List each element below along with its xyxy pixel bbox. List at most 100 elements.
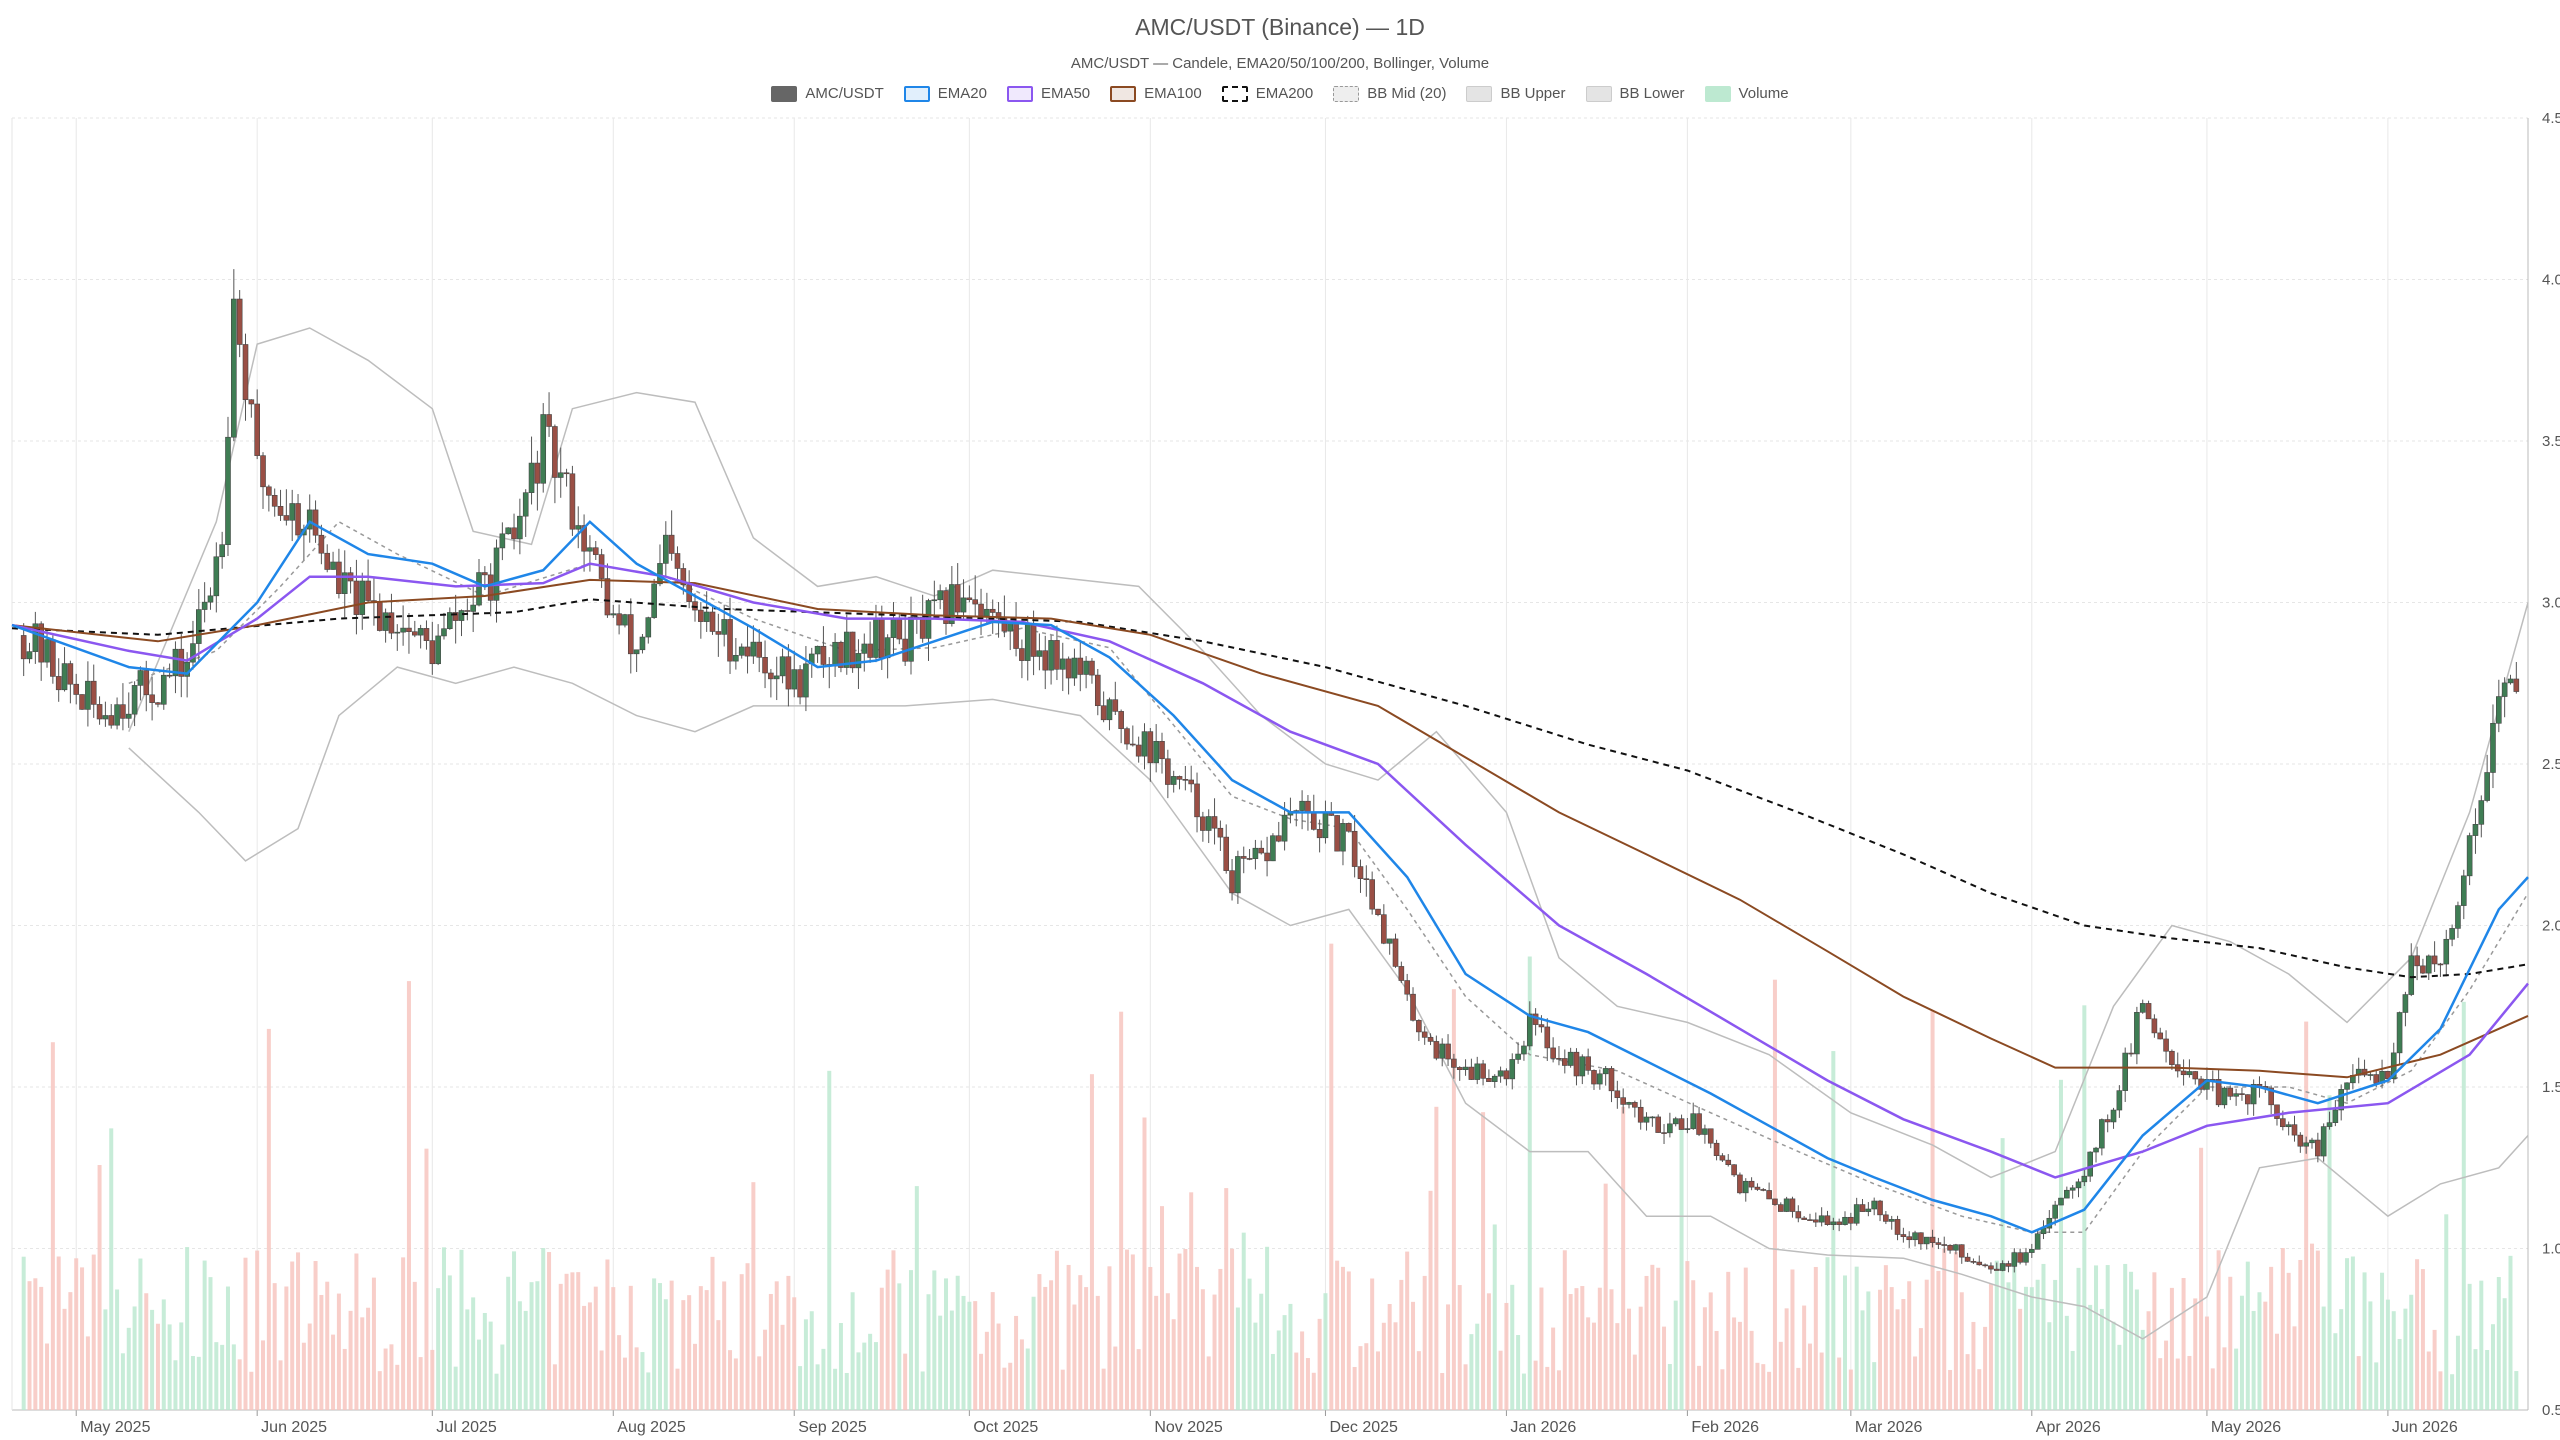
volume-bar xyxy=(1440,1373,1445,1410)
volume-bar xyxy=(319,1294,324,1410)
candle-body xyxy=(2110,1109,2117,1123)
x-tick-label: May 2025 xyxy=(80,1419,150,1436)
candle-body xyxy=(1305,800,1311,813)
volume-bar xyxy=(1988,1283,1993,1410)
legend-item-bb-mid-20[interactable]: BB Mid (20) xyxy=(1333,85,1446,102)
candle-body xyxy=(26,651,33,660)
volume-bar xyxy=(1697,1365,1702,1410)
candle-body xyxy=(1713,1142,1720,1156)
volume-bar xyxy=(1399,1279,1404,1410)
legend-label: AMC/USDT xyxy=(805,85,884,102)
candle-body xyxy=(873,617,879,658)
candle-body xyxy=(1165,758,1171,785)
legend-item-bb-lower[interactable]: BB Lower xyxy=(1585,85,1685,102)
volume-bar xyxy=(331,1334,336,1410)
candle-body xyxy=(2490,722,2496,773)
candle-body xyxy=(779,656,786,677)
candle-body xyxy=(1526,1013,1533,1047)
y-tick-label: 3.5 xyxy=(2542,433,2560,450)
volume-bar xyxy=(2058,1079,2063,1410)
candle-body xyxy=(668,534,675,554)
candle-body xyxy=(108,715,115,726)
candle-body xyxy=(633,649,640,655)
volume-bar xyxy=(844,1372,849,1410)
candle-body xyxy=(791,669,798,690)
volume-bar xyxy=(2140,1329,2145,1410)
candle-body xyxy=(1030,622,1037,657)
candle-body xyxy=(2157,1032,2164,1040)
candle-body xyxy=(937,590,943,601)
candle-body xyxy=(2507,678,2514,684)
volume-bar xyxy=(371,1277,376,1410)
legend-item-ema50[interactable]: EMA50 xyxy=(1006,85,1090,102)
candle-body xyxy=(1585,1056,1591,1071)
volume-bar xyxy=(523,1310,528,1410)
volume-bar xyxy=(21,1256,26,1410)
candle-body xyxy=(2268,1087,2274,1106)
volume-bar xyxy=(2023,1286,2028,1410)
candle-body xyxy=(2005,1263,2012,1267)
volume-bar xyxy=(739,1274,744,1410)
candle-body xyxy=(610,613,617,616)
candle-body xyxy=(476,572,482,606)
legend-item-volume[interactable]: Volume xyxy=(1704,85,1789,102)
candle-body xyxy=(2058,1197,2064,1206)
volume-bar xyxy=(973,1301,978,1410)
candle-body xyxy=(166,674,173,677)
candle-body xyxy=(2087,1151,2093,1177)
volume-bar xyxy=(1825,1257,1830,1410)
volume-bar xyxy=(120,1353,125,1410)
candle-body xyxy=(248,399,255,405)
volume-bar xyxy=(1662,1326,1667,1410)
volume-bar xyxy=(1562,1250,1567,1410)
volume-bar xyxy=(155,1323,160,1410)
volume-bar xyxy=(1019,1339,1024,1410)
x-tick-label: Sep 2025 xyxy=(798,1419,867,1436)
volume-bar xyxy=(2502,1298,2507,1410)
volume-bar xyxy=(39,1286,44,1410)
volume-bar xyxy=(1463,1364,1468,1410)
volume-bar xyxy=(1521,1373,1526,1410)
legend-item-amc-usdt[interactable]: AMC/USDT xyxy=(771,85,884,102)
candle-body xyxy=(2472,824,2479,836)
volume-bar xyxy=(961,1295,966,1410)
volume-bar xyxy=(646,1372,651,1410)
volume-bar xyxy=(979,1353,984,1410)
candle-body xyxy=(137,670,144,686)
candle-body xyxy=(1725,1159,1732,1165)
candle-body xyxy=(540,414,547,484)
volume-bar xyxy=(2391,1311,2396,1410)
candle-body xyxy=(2320,1126,2327,1157)
legend-item-bb-upper[interactable]: BB Upper xyxy=(1466,85,1566,102)
candle-body xyxy=(1258,847,1265,854)
candle-body xyxy=(1229,870,1235,894)
volume-bar xyxy=(1737,1321,1742,1410)
candle-body xyxy=(61,663,68,691)
candle-body xyxy=(715,631,722,635)
volume-bar xyxy=(1101,1368,1106,1410)
volume-bar xyxy=(1878,1289,1883,1410)
legend-item-ema200[interactable]: EMA200 xyxy=(1221,85,1313,102)
candle-body xyxy=(960,597,967,613)
volume-bar xyxy=(360,1317,365,1410)
candle-body xyxy=(890,619,897,638)
candle-body xyxy=(2274,1104,2280,1119)
candle-body xyxy=(651,583,657,618)
candle-body xyxy=(1737,1174,1743,1194)
volume-bar xyxy=(757,1356,762,1410)
candle-body xyxy=(120,704,126,719)
candle-body xyxy=(984,608,990,617)
volume-bar xyxy=(2415,1259,2420,1410)
candle-body xyxy=(44,639,50,663)
candle-body xyxy=(441,628,447,637)
candle-body xyxy=(102,715,109,720)
volume-bar xyxy=(406,981,411,1410)
volume-bar xyxy=(687,1295,692,1410)
legend-item-ema20[interactable]: EMA20 xyxy=(903,85,987,102)
volume-bar xyxy=(1767,1371,1772,1410)
legend-item-ema100[interactable]: EMA100 xyxy=(1110,85,1202,102)
candle-body xyxy=(236,298,243,345)
volume-bar xyxy=(1802,1305,1807,1410)
volume-bar xyxy=(261,1340,266,1410)
volume-bar xyxy=(2479,1280,2484,1410)
